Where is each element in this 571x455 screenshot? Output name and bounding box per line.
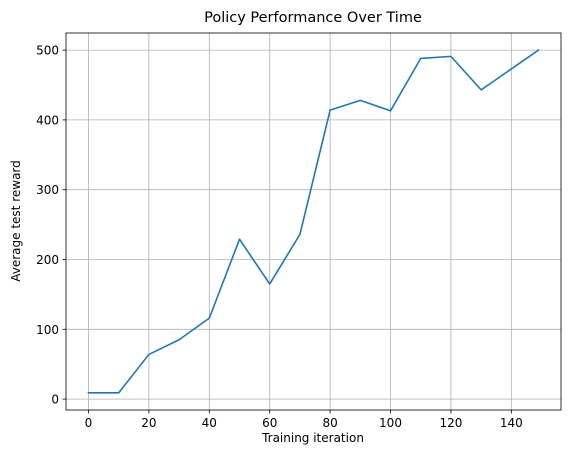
x-axis-label: Training iteration — [261, 431, 364, 445]
plot-frame — [65, 32, 562, 411]
x-tick-label: 60 — [262, 416, 277, 430]
y-tick-label: 300 — [36, 183, 59, 197]
series-layer — [87, 48, 540, 394]
x-tick-label: 40 — [202, 416, 217, 430]
y-axis-label: Average test reward — [9, 160, 23, 282]
chart-title: Policy Performance Over Time — [204, 10, 422, 26]
x-tick-label: 100 — [379, 416, 402, 430]
y-tick-label: 0 — [51, 393, 59, 407]
x-tick-label: 0 — [85, 416, 93, 430]
y-tick-label: 200 — [36, 253, 59, 267]
y-tick-label: 400 — [36, 113, 59, 127]
y-tick-label: 100 — [36, 323, 59, 337]
x-tick-label: 140 — [500, 416, 523, 430]
series-line — [87, 48, 540, 394]
axis-ticks: 0 20 40 60 80 100 120 140 0 100 200 300 400 500 — [36, 44, 523, 430]
y-tick-label: 500 — [36, 44, 59, 58]
x-tick-label: 20 — [141, 416, 156, 430]
grid — [66, 33, 561, 410]
x-tick-label: 80 — [322, 416, 337, 430]
x-tick-label: 120 — [439, 416, 462, 430]
